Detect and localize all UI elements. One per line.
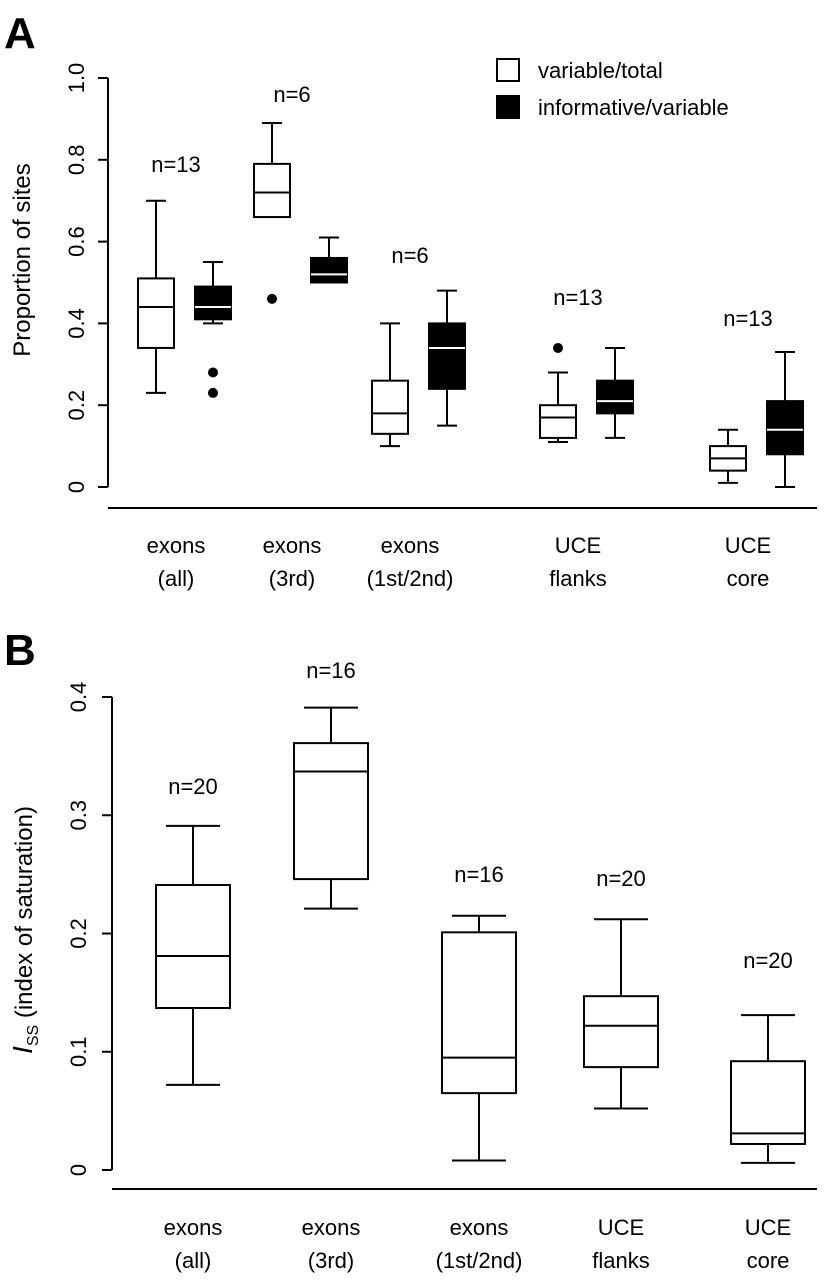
category-label: core [747, 1248, 790, 1273]
y-tick-label: 0.6 [64, 226, 89, 257]
box [253, 162, 291, 219]
outlier-point [208, 387, 218, 398]
box [441, 931, 517, 1095]
n-label: n=20 [596, 866, 646, 891]
box [371, 379, 409, 435]
y-tick-label: 1.0 [64, 63, 89, 94]
category-label: (1st/2nd) [436, 1248, 523, 1273]
category-label: UCE [725, 533, 771, 558]
box [539, 404, 577, 439]
category-label: UCE [598, 1215, 644, 1240]
box [428, 322, 466, 390]
panel-b-boxplot: 0 0.1 0.2 0.3 0.4 ISS (index of saturation) ex… [7, 658, 817, 1273]
y-axis-title-symbol: I [7, 1046, 38, 1054]
y-tick-label: 0 [66, 1164, 91, 1176]
panel-letter-b: B [4, 626, 36, 675]
legend-label: informative/variable [538, 95, 729, 120]
category-label: (all) [158, 566, 195, 591]
y-tick-label: 0.3 [66, 800, 91, 831]
y-axis-title-subscript: SS [25, 1025, 42, 1046]
y-tick-label: 0.4 [64, 308, 89, 339]
n-label: n=16 [454, 862, 504, 887]
y-tick-label: 0.8 [64, 145, 89, 176]
y-tick-label: 0.1 [66, 1036, 91, 1067]
box [137, 277, 175, 349]
y-axis-title: ISS (index of saturation) [7, 806, 42, 1054]
box [596, 379, 634, 415]
category-label: (3rd) [308, 1248, 354, 1273]
category-label: flanks [549, 566, 606, 591]
category-label: core [727, 566, 770, 591]
box [293, 742, 369, 881]
n-label: n=13 [553, 285, 603, 310]
n-label: n=6 [391, 243, 428, 268]
outlier-point [208, 367, 218, 378]
category-label: exons [164, 1215, 223, 1240]
category-label: exons [147, 533, 206, 558]
outlier-point [267, 293, 277, 304]
box [310, 256, 348, 284]
category-label: exons [450, 1215, 509, 1240]
y-tick-label: 0.4 [66, 682, 91, 713]
box [730, 1060, 806, 1145]
panel-a-boxplot: 0 0.2 0.4 0.6 0.8 1.0 Proportion of sites exons… [9, 58, 817, 591]
legend-swatch [496, 95, 520, 119]
box [766, 400, 804, 456]
panel-letter-a: A [4, 9, 36, 58]
outlier-point [553, 342, 563, 353]
box [155, 884, 231, 1009]
category-label: UCE [745, 1215, 791, 1240]
legend-label: variable/total [538, 58, 663, 83]
n-label: n=16 [306, 658, 356, 683]
n-label: n=6 [273, 82, 310, 107]
y-tick-label: 0.2 [64, 390, 89, 421]
y-axis-title-text: (index of saturation) [11, 806, 38, 1025]
y-tick-label: 0.2 [66, 918, 91, 949]
y-tick-label: 0 [64, 481, 89, 493]
category-label: exons [263, 533, 322, 558]
category-label: (3rd) [269, 566, 315, 591]
category-label: flanks [592, 1248, 649, 1273]
y-axis-title: Proportion of sites [9, 163, 36, 356]
category-label: UCE [555, 533, 601, 558]
box [583, 995, 659, 1069]
category-label: (all) [175, 1248, 212, 1273]
n-label: n=13 [151, 152, 201, 177]
category-label: exons [381, 533, 440, 558]
box [194, 285, 232, 321]
n-label: n=13 [723, 306, 773, 331]
category-label: (1st/2nd) [367, 566, 454, 591]
category-label: exons [302, 1215, 361, 1240]
n-label: n=20 [743, 948, 793, 973]
legend-swatch [496, 58, 520, 82]
n-label: n=20 [168, 774, 218, 799]
